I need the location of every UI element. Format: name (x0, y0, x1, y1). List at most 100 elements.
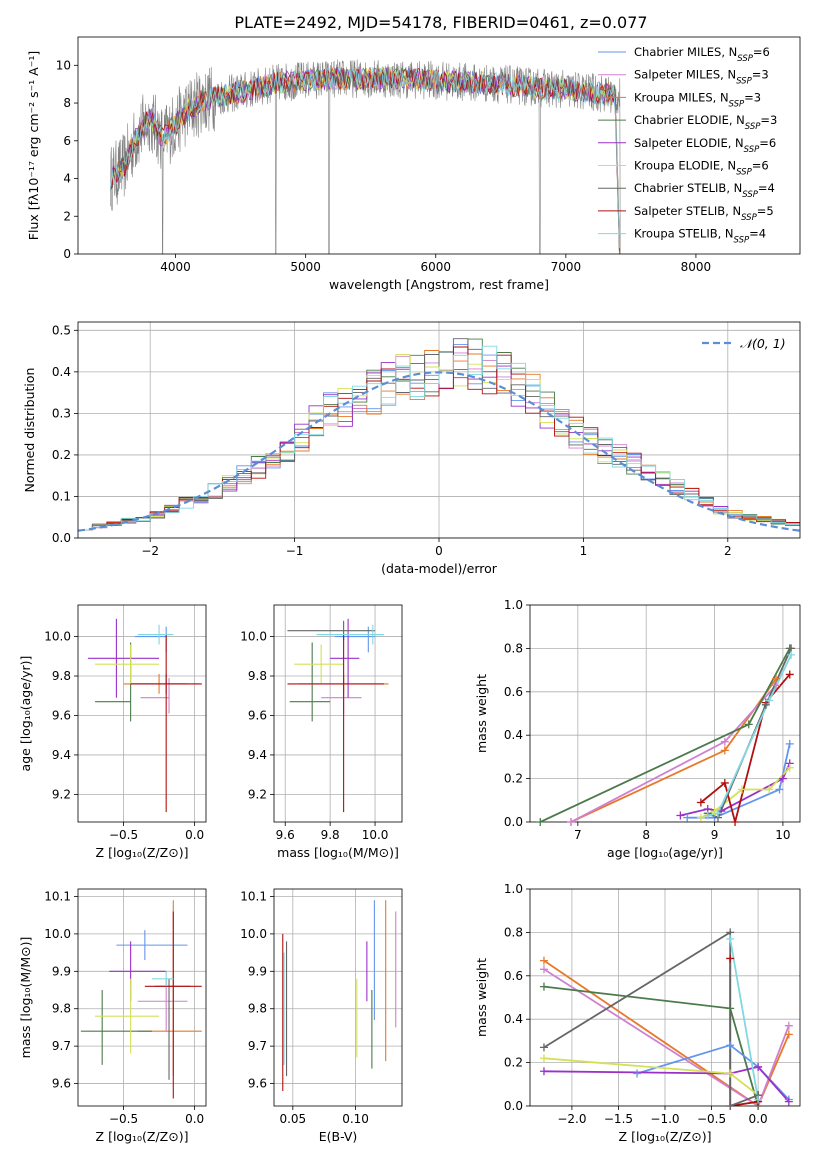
gaussian-reference (78, 371, 800, 532)
weight-marker-salpeter_stelib (785, 670, 794, 679)
weight-marker-chabrier_stelib (539, 1043, 548, 1052)
panel-residuals: −2 −1 0 1 2 0.0 0.1 0.2 0.3 0.4 0.5 (data-model)/er… (22, 321, 801, 576)
x-tick-label: −1 (286, 544, 304, 558)
x-tick-label: 10 (775, 828, 790, 842)
x-tick-label: 0.05 (279, 1112, 306, 1126)
x-tick-label: 2 (724, 544, 732, 558)
plot-area (274, 889, 402, 1106)
plot-area (530, 605, 800, 822)
x-tick-label: 9.6 (276, 828, 295, 842)
weight-marker-chabrier_elodie (539, 982, 548, 991)
residual-histogram-kroupa_elodie (78, 354, 800, 531)
y-tick-label: 10.1 (44, 889, 71, 903)
weight-marker-salpeter_elodie (754, 1062, 763, 1071)
y-tick-label: 0.6 (504, 969, 523, 983)
legend-label: Salpeter ELODIE, NSSP=6 (634, 136, 776, 155)
plot-area (78, 322, 800, 538)
y-tick-label: 10.0 (44, 927, 71, 941)
weight-marker-salpeter_elodie (539, 1067, 548, 1076)
x-axis-label: wavelength [Angstrom, rest frame] (329, 277, 549, 292)
weight-marker-salpeter_miles (772, 681, 781, 690)
y-tick-label: 0.4 (52, 365, 71, 379)
y-tick-label: 9.2 (248, 787, 267, 801)
weight-marker-chabrier_miles (775, 785, 784, 794)
weight-marker-chabrier_elodie (726, 1004, 735, 1013)
weight-marker-chabrier_elodie (744, 720, 753, 729)
weight-marker-chabrier_stelib (761, 700, 770, 709)
weight-marker-salpeter_stelib (726, 954, 735, 963)
y-tick-label: 9.8 (52, 669, 71, 683)
y-tick-label: 9.6 (52, 708, 71, 722)
weight-marker-salpeter_elodie (784, 1097, 793, 1106)
panel-age_vs_Z: −0.5 0.0 9.2 9.4 9.6 9.8 10.0 Z [log₁₀(Z/Z⊙)] ag… (18, 604, 207, 860)
plot-area (78, 605, 206, 822)
observed-spectrum (110, 59, 621, 254)
y-tick-label: 0.2 (504, 772, 523, 786)
y-tick-label: 9.8 (52, 1002, 71, 1016)
y-axis-label: mass weight (474, 674, 489, 753)
legend-label: Salpeter MILES, NSSP=3 (634, 68, 769, 87)
weight-line-kroupa_elodie (543, 1057, 759, 1096)
weight-marker-kroupa_stelib (726, 934, 735, 943)
weight-line-chabrier_stelib (543, 930, 759, 1106)
x-tick-label: 7 (574, 828, 582, 842)
weight-marker-chabrier_miles (785, 739, 794, 748)
y-tick-label: 9.7 (52, 1039, 71, 1053)
y-axis-label: age [log₁₀(age/yr)] (18, 656, 33, 772)
plot-area (78, 889, 206, 1106)
weight-marker-chabrier_miles (726, 1041, 735, 1050)
panel-weight_vs_age: 7 8 9 10 0.0 0.2 0.4 0.6 0.8 1.0 age [log₁₀(age/yr… (474, 598, 801, 860)
y-tick-label: 9.4 (52, 748, 71, 762)
y-tick-label: 0.4 (504, 728, 523, 742)
panel-mass_vs_EBV: 0.05 0.10 9.6 9.7 9.8 9.9 10.0 10.1 E(B-V) (240, 888, 403, 1144)
y-tick-label: 0.0 (52, 531, 71, 545)
x-tick-label: 4000 (160, 260, 191, 274)
x-tick-label: −0.5 (697, 1112, 726, 1126)
weight-line-salpeter_miles (543, 968, 790, 1106)
x-tick-label: −2.0 (557, 1112, 586, 1126)
weight-marker-kroupa_stelib (713, 809, 722, 818)
weight-marker-kroupa_elodie (765, 785, 774, 794)
panel-weight_vs_Z: −2.0 −1.5 −1.0 −0.5 0.0 0.0 0.2 0.4 0.6 0.8 1.0 Z [… (474, 882, 801, 1144)
plot-area (110, 59, 621, 254)
y-tick-label: 1.0 (504, 598, 523, 612)
y-tick-label: 6 (63, 134, 71, 148)
x-tick-label: 7000 (551, 260, 582, 274)
x-tick-label: 1 (580, 544, 588, 558)
plot-area (274, 605, 402, 822)
axes-frame (77, 604, 207, 823)
legend-label: Kroupa ELODIE, NSSP=6 (634, 159, 769, 178)
x-axis-label: Z [log₁₀(Z/Z⊙)] (96, 1129, 189, 1144)
y-axis-label: Flux [fλ10⁻¹⁷ erg cm⁻² s⁻¹ A⁻¹] (26, 51, 41, 240)
legend-label: Chabrier STELIB, NSSP=4 (634, 181, 775, 200)
weight-line-kroupa_stelib (707, 654, 792, 817)
x-tick-label: 10.0 (362, 828, 389, 842)
x-tick-label: −1.0 (650, 1112, 679, 1126)
y-tick-label: 9.2 (52, 787, 71, 801)
y-tick-label: 10.0 (240, 927, 267, 941)
weight-marker-salpeter_miles (784, 1021, 793, 1030)
y-tick-label: 10 (56, 58, 71, 72)
axes-frame (529, 888, 801, 1107)
axes-frame (77, 888, 207, 1107)
weight-line-kroupa_stelib (729, 938, 759, 1100)
x-axis-label: Z [log₁₀(Z/Z⊙)] (619, 1129, 712, 1144)
x-tick-label: 9 (711, 828, 719, 842)
weight-marker-salpeter_elodie (778, 774, 787, 783)
y-tick-label: 0.3 (52, 406, 71, 420)
x-tick-label: 0.0 (185, 1112, 204, 1126)
y-tick-label: 9.9 (248, 964, 267, 978)
y-tick-label: 9.6 (248, 708, 267, 722)
y-tick-label: 9.6 (52, 1077, 71, 1091)
residual-histogram-kroupa_stelib (78, 345, 800, 531)
x-tick-label: 5000 (290, 260, 321, 274)
spectrum-legend: Chabrier MILES, NSSP=6 Salpeter MILES, NS… (598, 45, 777, 246)
y-axis-label: mass [log₁₀(M/M⊙)] (18, 937, 33, 1059)
y-tick-label: 0.0 (504, 1099, 523, 1113)
model-spectrum-kroupa_stelib (110, 66, 620, 249)
weight-marker-salpeter_stelib (720, 778, 729, 787)
x-tick-label: −2 (141, 544, 159, 558)
y-tick-label: 0.5 (52, 323, 71, 337)
y-tick-label: 9.6 (248, 1077, 267, 1091)
